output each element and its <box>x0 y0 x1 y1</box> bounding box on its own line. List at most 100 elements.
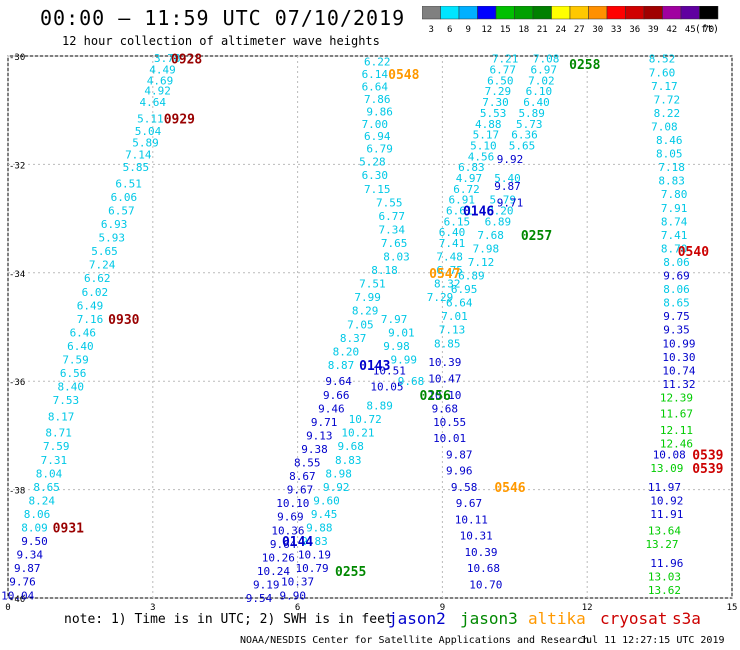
wave-height-label: 7.55 <box>376 196 403 209</box>
colorbar-tick-label: 6 <box>447 25 452 35</box>
wave-height-label: 9.67 <box>456 497 483 510</box>
footer-note: note: 1) Time is in UTC; 2) SWH is in fe… <box>64 612 393 627</box>
wave-height-label: 8.98 <box>325 467 352 480</box>
wave-height-label: 7.59 <box>62 354 89 367</box>
wave-height-label: 5.73 <box>516 118 543 131</box>
wave-height-label: 5.65 <box>91 245 118 258</box>
colorbar-tick-label: 3 <box>429 25 434 35</box>
wave-height-label: 13.62 <box>648 584 681 597</box>
colorbar-tick-label: 15 <box>500 25 511 35</box>
wave-height-label: 5.85 <box>123 161 150 174</box>
wave-height-label: 6.72 <box>453 183 480 196</box>
wave-height-label: 8.05 <box>656 148 683 161</box>
wave-height-label: 8.85 <box>434 337 461 350</box>
wave-height-label: 5.28 <box>359 156 386 169</box>
wave-height-label: 9.69 <box>277 511 304 524</box>
pass-time-label: 0143 <box>359 359 390 374</box>
wave-height-label: 9.86 <box>366 105 393 118</box>
pass-time-label: 0548 <box>388 68 419 83</box>
wave-height-label: 11.97 <box>648 481 681 494</box>
colorbar-tick-label: 21 <box>537 25 548 35</box>
wave-height-label: 11.32 <box>662 378 695 391</box>
wave-height-label: 9.99 <box>391 354 418 367</box>
credit-line: NOAA/NESDIS Center for Satellite Applica… <box>240 635 590 646</box>
y-tick-label: -36 <box>9 378 25 388</box>
wave-height-label: 8.37 <box>340 332 367 345</box>
wave-height-label: 9.98 <box>383 340 410 353</box>
wave-height-label: 7.41 <box>439 237 466 250</box>
pass-time-label: 0146 <box>463 204 494 219</box>
wave-height-label: 7.21 <box>492 53 519 66</box>
wave-height-label: 8.55 <box>294 457 321 470</box>
wave-height-label: 6.79 <box>366 143 393 156</box>
wave-height-label: 9.68 <box>337 440 364 453</box>
wave-height-label: 7.29 <box>427 291 454 304</box>
wave-height-label: 5.40 <box>494 172 521 185</box>
wave-height-label: 6.64 <box>362 80 389 93</box>
wave-height-label: 7.51 <box>359 278 386 291</box>
wave-height-label: 8.65 <box>663 297 690 310</box>
wave-height-label: 9.75 <box>663 310 690 323</box>
wave-height-label: 10.19 <box>298 549 331 562</box>
wave-height-label: 7.14 <box>125 149 152 162</box>
colorbar-tick-label: 39 <box>648 25 659 35</box>
wave-height-label: 10.10 <box>276 497 309 510</box>
wave-height-label: 9.58 <box>451 481 478 494</box>
y-tick-label: -34 <box>9 270 25 280</box>
wave-height-label: 6.46 <box>70 326 97 339</box>
wave-height-label: 5.17 <box>473 129 500 142</box>
wave-height-label: 8.71 <box>45 427 72 440</box>
wave-height-label: 13.09 <box>650 462 683 475</box>
wave-height-label: 6.56 <box>60 367 87 380</box>
wave-height-label: 7.53 <box>53 394 80 407</box>
wave-height-label: 5.65 <box>509 139 536 152</box>
wave-height-label: 10.10 <box>428 389 461 402</box>
wave-height-label: 6.50 <box>487 74 514 87</box>
wave-height-label: 8.87 <box>328 359 355 372</box>
wave-height-label: 6.40 <box>67 340 94 353</box>
colorbar-tick-label: 18 <box>518 25 529 35</box>
pass-time-label: 0546 <box>494 481 525 496</box>
wave-height-label: 7.68 <box>477 229 504 242</box>
x-tick-label: 12 <box>582 603 593 610</box>
wave-height-label: 10.24 <box>257 565 290 578</box>
wave-height-label: 9.88 <box>306 522 333 535</box>
wave-height-label: 4.88 <box>475 118 502 131</box>
wave-height-label: 9.87 <box>14 562 41 575</box>
wave-height-label: 9.64 <box>325 375 352 388</box>
wave-height-label: 9.96 <box>446 465 473 478</box>
wave-height-label: 6.06 <box>111 191 138 204</box>
wave-height-label: 13.03 <box>648 570 681 583</box>
wave-height-label: 10.37 <box>281 576 314 589</box>
wave-height-label: 7.60 <box>649 66 676 79</box>
colorbar-tick-label: 45 <box>685 25 696 35</box>
wave-height-label: 10.39 <box>428 356 461 369</box>
wave-height-label: 8.06 <box>663 283 690 296</box>
wave-height-label: 8.40 <box>57 381 84 394</box>
wave-height-label: 10.72 <box>349 413 382 426</box>
wave-height-label: 9.66 <box>323 389 350 402</box>
wave-height-label: 6.93 <box>101 218 128 231</box>
wave-height-label: 7.41 <box>661 229 688 242</box>
wave-height-label: 10.51 <box>373 364 406 377</box>
wave-height-label: 9.45 <box>311 508 338 521</box>
y-tick-label: -32 <box>9 161 25 171</box>
series-track-0928-0931: 3.784.494.694.924.64 5.115.045.897.145.85… <box>21 52 180 534</box>
series-track-0257-0255: 7.216.776.507.297.305.534.885.175.104.56… <box>427 53 519 304</box>
wave-height-label: 7.16 <box>77 313 104 326</box>
wave-height-label: 7.97 <box>381 313 408 326</box>
page-title: 00:00 — 11:59 UTC 07/10/2019 <box>40 6 406 30</box>
pass-time-label: 0258 <box>569 58 600 73</box>
wave-height-label: 7.59 <box>43 440 70 453</box>
wave-height-label: 7.13 <box>439 324 466 337</box>
wave-height-label: 10.04 <box>1 589 34 602</box>
wave-height-label: 9.92 <box>323 481 350 494</box>
wave-height-label: 13.64 <box>648 524 681 537</box>
wave-height-label: 9.34 <box>16 549 43 562</box>
wave-height-label: 10.79 <box>296 562 329 575</box>
wave-height-label: 6.51 <box>115 177 142 190</box>
wave-height-label: 10.70 <box>469 578 502 591</box>
pass-time-label: 0928 <box>171 53 202 68</box>
